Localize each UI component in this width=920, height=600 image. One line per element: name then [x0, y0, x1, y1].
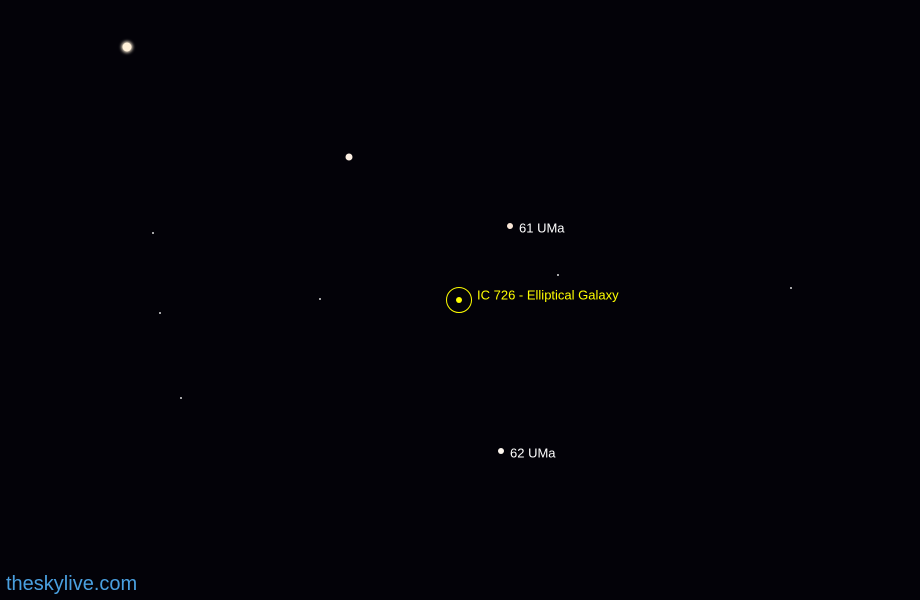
star — [507, 223, 513, 229]
star — [346, 154, 353, 161]
star — [319, 298, 321, 300]
target-marker-dot — [456, 297, 462, 303]
star-label: 62 UMa — [510, 446, 556, 461]
star — [180, 397, 182, 399]
star — [159, 312, 161, 314]
star — [557, 274, 559, 276]
star-chart: 61 UMa 62 UMa IC 726 - Elliptical Galaxy th… — [0, 0, 920, 600]
star — [498, 448, 504, 454]
watermark: theskylive.com — [6, 573, 137, 596]
star — [152, 232, 154, 234]
star — [123, 43, 132, 52]
star — [790, 287, 792, 289]
star-label: 61 UMa — [519, 221, 565, 236]
target-label: IC 726 - Elliptical Galaxy — [477, 288, 619, 303]
